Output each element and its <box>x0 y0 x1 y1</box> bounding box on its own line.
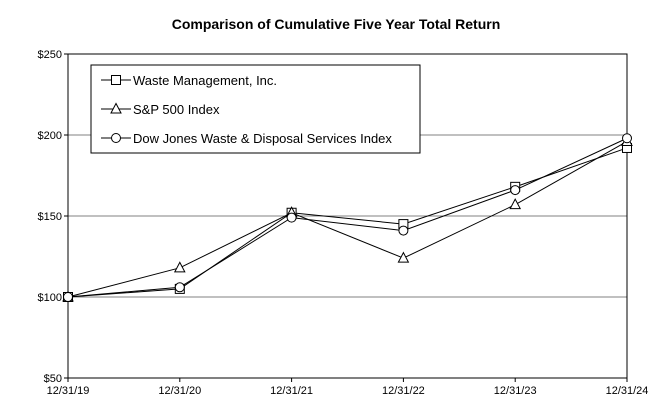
legend: Waste Management, Inc. S&P 500 Index Dow J… <box>90 64 421 154</box>
series-line <box>67 137 628 298</box>
grid <box>68 134 627 298</box>
legend-label: S&P 500 Index <box>133 102 220 117</box>
data-point-circle <box>63 292 73 302</box>
data-point-triangle <box>397 251 410 263</box>
data-point-triangle <box>509 198 522 210</box>
legend-box <box>90 64 421 154</box>
data-point-circle <box>510 185 521 196</box>
y-tick-label: $100 <box>38 292 62 304</box>
series-circle <box>63 133 632 302</box>
series-group <box>62 133 633 302</box>
data-point-triangle <box>173 261 186 273</box>
y-tick-label: $200 <box>38 130 62 142</box>
x-tick-label: 12/31/19 <box>47 385 90 397</box>
x-axis: 12/31/19 12/31/20 12/31/21 12/31/22 12/31/23… <box>47 378 649 397</box>
legend-marker-square <box>111 75 121 85</box>
data-point-circle <box>398 225 409 236</box>
x-tick-label: 12/31/20 <box>158 385 201 397</box>
x-tick-label: 12/31/22 <box>382 385 425 397</box>
legend-marker-triangle <box>110 102 122 114</box>
y-tick-label: $250 <box>38 49 62 61</box>
data-point-circle <box>622 133 632 144</box>
series-line <box>67 141 628 298</box>
series-square <box>63 142 632 302</box>
data-point-circle <box>286 212 297 223</box>
x-tick-label: 12/31/21 <box>270 385 313 397</box>
legend-label: Dow Jones Waste & Disposal Services Inde… <box>133 131 392 146</box>
y-tick-label: $150 <box>38 211 62 223</box>
y-axis: $50 $100 $150 $200 $250 <box>38 49 68 385</box>
legend-marker-circle <box>111 133 121 143</box>
chart-title: Comparison of Cumulative Five Year Total… <box>172 16 501 32</box>
series-line <box>67 147 628 298</box>
x-tick-label: 12/31/24 <box>606 385 649 397</box>
data-point-circle <box>174 282 185 293</box>
x-tick-label: 12/31/23 <box>494 385 537 397</box>
y-tick-label: $50 <box>44 373 62 385</box>
legend-label: Waste Management, Inc. <box>133 73 277 88</box>
